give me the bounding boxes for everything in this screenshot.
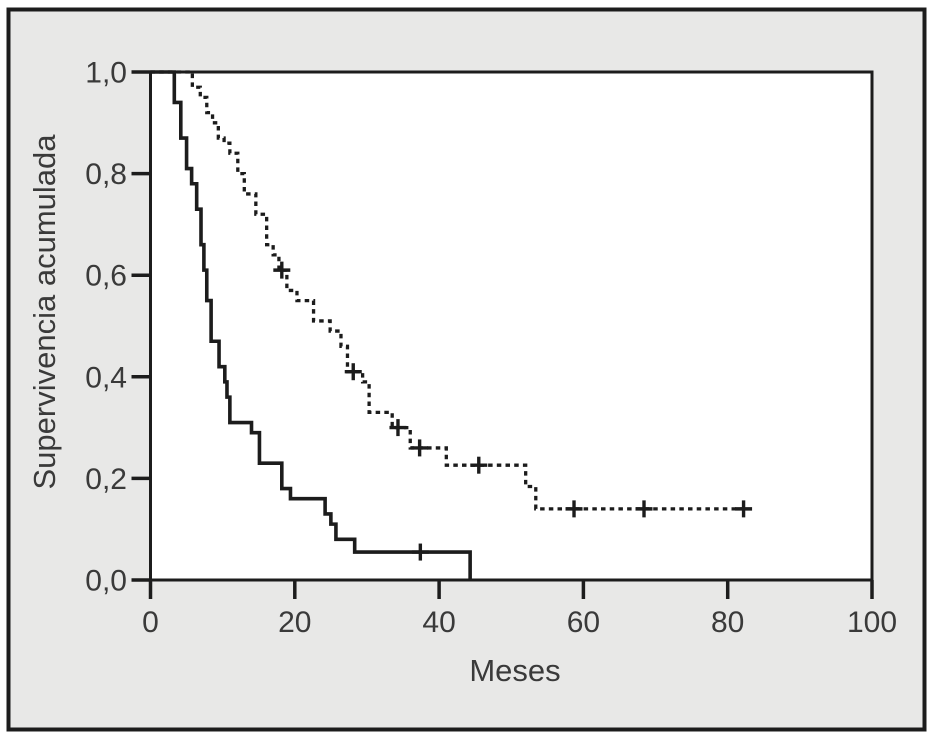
grupo-linea-discontinua-censor-mark [470,456,488,474]
axis-ticks-layer: 0,0 0,2 0,4 0,6 0,8 1,0 0 20 40 60 80 100 [85,57,897,640]
curves-layer [150,70,753,580]
x-tick-label-40: 40 [422,606,455,639]
grupo-linea-discontinua-censor-mark [344,363,362,381]
grupo-linea-continua-censor-mark [411,543,429,561]
grupo-linea-discontinua-censor-mark [411,439,429,457]
y-tick-label-0,0: 0,0 [85,565,127,598]
figure-border [6,7,927,732]
x-tick-label-60: 60 [567,606,600,639]
y-tick-label-0,4: 0,4 [85,361,127,394]
y-tick-label-1,0: 1,0 [85,57,127,90]
x-axis-title: Meses [469,653,560,688]
x-tick-label-0: 0 [142,606,159,639]
grupo-linea-continua-curve [150,70,472,580]
grupo-linea-discontinua-censor-mark [565,500,583,518]
grupo-linea-discontinua-censor-mark [635,500,653,518]
y-tick-label-0,8: 0,8 [85,158,127,191]
grupo-linea-discontinua-censor-mark [735,500,753,518]
y-axis-title: Supervivencia acumulada [27,134,62,490]
x-tick-label-20: 20 [278,606,311,639]
x-tick-label-80: 80 [711,606,744,639]
y-tick-label-0,6: 0,6 [85,260,127,293]
plot-area [149,70,874,582]
x-tick-label-100: 100 [847,606,897,639]
grupo-linea-discontinua-censor-mark [273,261,291,279]
grupo-linea-discontinua-censor-mark [389,419,407,437]
y-tick-label-0,2: 0,2 [85,463,127,496]
